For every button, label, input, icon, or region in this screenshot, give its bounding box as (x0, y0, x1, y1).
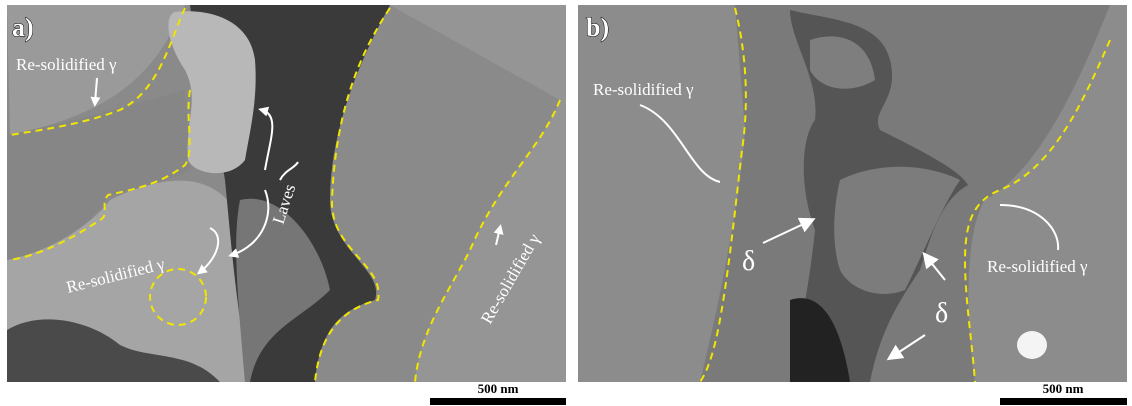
micrograph-a: a) Re-solidified γ Re-solidified γ Laves… (7, 5, 566, 382)
annotation: Re-solidified γ (593, 80, 694, 99)
annotation: Re-solidified γ (16, 55, 117, 74)
panel-label: a) (12, 13, 34, 42)
scale-bar (1000, 398, 1127, 405)
scale-bar (430, 398, 566, 405)
scale-bar-label: 500 nm (1043, 381, 1084, 396)
figure: a) Re-solidified γ Re-solidified γ Laves… (0, 0, 1132, 406)
annotation: δ (935, 298, 948, 329)
micrograph-b: b) Re-solidified γ Re-solidified γ δ δ (578, 5, 1127, 382)
scale-bar-label: 500 nm (478, 381, 519, 396)
panel-label: b) (586, 13, 609, 42)
annotation: Re-solidified γ (987, 257, 1088, 276)
annotation: δ (742, 246, 755, 277)
